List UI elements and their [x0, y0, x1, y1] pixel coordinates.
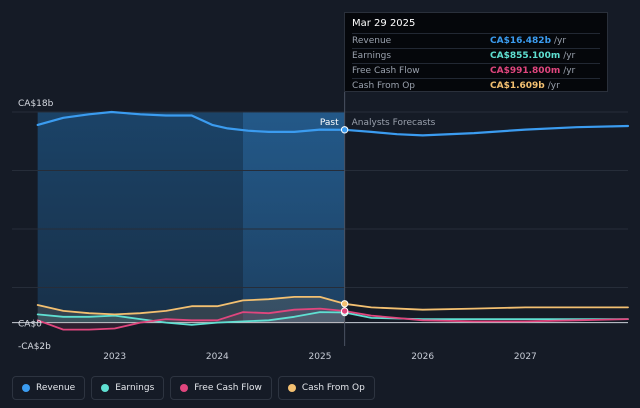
legend: Revenue Earnings Free Cash Flow Cash From O…: [12, 376, 375, 400]
tooltip-unit: /yr: [547, 81, 560, 91]
past-highlight-region: [243, 112, 345, 323]
fcf-line: [36, 307, 629, 331]
tooltip-value: CA$1.609b: [490, 81, 545, 91]
tooltip-row-fcf: Free Cash Flow CA$991.800m/yr: [352, 63, 600, 78]
tooltip-date: Mar 29 2025: [352, 18, 416, 29]
tooltip-value: CA$16.482b: [490, 36, 552, 46]
tooltip-value: CA$855.100m: [490, 51, 561, 61]
cfo-line: [36, 296, 629, 316]
revenue-marker: [340, 126, 349, 134]
legend-dot-icon: [180, 384, 189, 392]
legend-label: Free Cash Flow: [194, 383, 262, 393]
cfo-marker: [340, 300, 349, 308]
y-tick-label: CA$18b: [18, 99, 54, 109]
forecast-label: Analysts Forecasts: [352, 118, 436, 128]
x-tick-label: 2026: [411, 352, 434, 362]
legend-item-revenue[interactable]: Revenue: [12, 376, 86, 400]
y-tick-label: -CA$2b: [18, 342, 51, 352]
x-tick-label: 2027: [514, 352, 537, 362]
legend-label: Cash From Op: [301, 383, 365, 393]
tooltip-row-revenue: Revenue CA$16.482b/yr: [352, 33, 600, 48]
tooltip-unit: /yr: [554, 36, 567, 46]
chart: CA$18b CA$0 -CA$2b 2023 2024 2025 2026 2027 Past…: [12, 12, 630, 362]
legend-label: Earnings: [115, 383, 155, 393]
legend-item-cfo[interactable]: Cash From Op: [277, 376, 375, 400]
tooltip-label: Earnings: [352, 51, 392, 61]
x-tick-label: 2023: [103, 352, 126, 362]
tooltip-row-earnings: Earnings CA$855.100m/yr: [352, 48, 600, 63]
earnings-line: [36, 311, 629, 326]
revenue-line: [36, 110, 630, 137]
legend-dot-icon: [287, 384, 296, 392]
legend-dot-icon: [22, 384, 30, 392]
x-tick-label: 2025: [309, 352, 332, 362]
y-tick-label: CA$0: [18, 320, 42, 330]
past-label: Past: [320, 118, 339, 128]
legend-item-earnings[interactable]: Earnings: [91, 376, 165, 400]
legend-label: Revenue: [36, 383, 76, 393]
tooltip-unit: /yr: [563, 66, 576, 76]
tooltip-value: CA$991.800m: [490, 66, 561, 76]
x-tick-label: 2024: [206, 352, 229, 362]
tooltip-row-cfo: Cash From Op CA$1.609b/yr: [352, 78, 600, 93]
tooltip-unit: /yr: [563, 51, 576, 61]
tooltip-label: Revenue: [352, 36, 392, 46]
legend-dot-icon: [101, 384, 110, 392]
tooltip-label: Free Cash Flow: [352, 66, 420, 76]
fcf-marker: [340, 307, 349, 315]
legend-item-fcf[interactable]: Free Cash Flow: [170, 376, 272, 400]
tooltip: Mar 29 2025 Revenue CA$16.482b/yr Earnings…: [344, 12, 608, 92]
earnings-area: [37, 312, 345, 325]
tooltip-label: Cash From Op: [352, 81, 416, 91]
